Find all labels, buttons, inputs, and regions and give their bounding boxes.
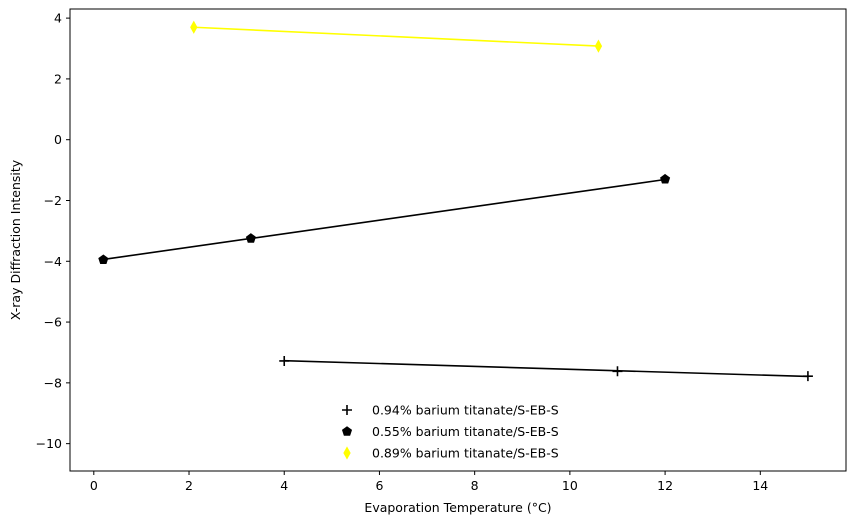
- series-3-point: [594, 39, 603, 53]
- series-2-point: [660, 173, 671, 184]
- series-1-fit-line: [284, 359, 808, 378]
- x-tick-label: 6: [375, 478, 383, 493]
- x-axis-label: Evaporation Temperature (°C): [364, 500, 551, 515]
- y-axis-label: X-ray Diffraction Intensity: [8, 159, 23, 320]
- legend-label-3: 0.89% barium titanate/S-EB-S: [372, 446, 559, 461]
- x-tick-label: 10: [562, 478, 578, 493]
- series-2-fit-line: [103, 178, 666, 261]
- series-2-point: [98, 254, 109, 265]
- series-3: [190, 20, 603, 53]
- y-tick-label: −6: [44, 315, 62, 330]
- legend: 0.94% barium titanate/S-EB-S 0.55% barium…: [341, 403, 559, 461]
- y-tick-label: 4: [54, 11, 62, 26]
- x-tick-label: 8: [471, 478, 479, 493]
- legend-label-2: 0.55% barium titanate/S-EB-S: [372, 424, 559, 439]
- legend-label-1: 0.94% barium titanate/S-EB-S: [372, 403, 559, 418]
- x-tick-label: 14: [752, 478, 768, 493]
- legend-marker-2: [341, 426, 353, 436]
- series-1-point: [802, 371, 813, 382]
- y-tick-label: −8: [44, 375, 62, 390]
- y-tick-label: −2: [44, 193, 62, 208]
- x-tick-label: 2: [185, 478, 193, 493]
- y-axis-ticks: −10 −8 −6 −4 −2 0 2 4: [36, 11, 70, 451]
- legend-marker-3: [343, 446, 351, 460]
- y-tick-label: −10: [36, 436, 62, 451]
- x-axis-ticks: 0 2 4 6 8 10 12 14: [90, 471, 768, 493]
- x-tick-label: 0: [90, 478, 98, 493]
- y-tick-label: 2: [54, 71, 62, 86]
- series-3-point: [190, 20, 198, 34]
- y-tick-label: 0: [54, 132, 62, 147]
- series-2: [98, 173, 671, 265]
- series-2-point: [245, 233, 256, 243]
- x-tick-label: 4: [280, 478, 288, 493]
- series-1-point: [612, 366, 623, 377]
- series-1-point: [279, 355, 290, 366]
- series-1: [279, 355, 813, 382]
- legend-marker-1: [342, 405, 352, 415]
- y-tick-label: −4: [44, 254, 62, 269]
- series-layer: [98, 20, 813, 382]
- x-tick-label: 12: [657, 478, 673, 493]
- plot-area: [69, 8, 847, 472]
- series-3-fit-line: [193, 26, 599, 47]
